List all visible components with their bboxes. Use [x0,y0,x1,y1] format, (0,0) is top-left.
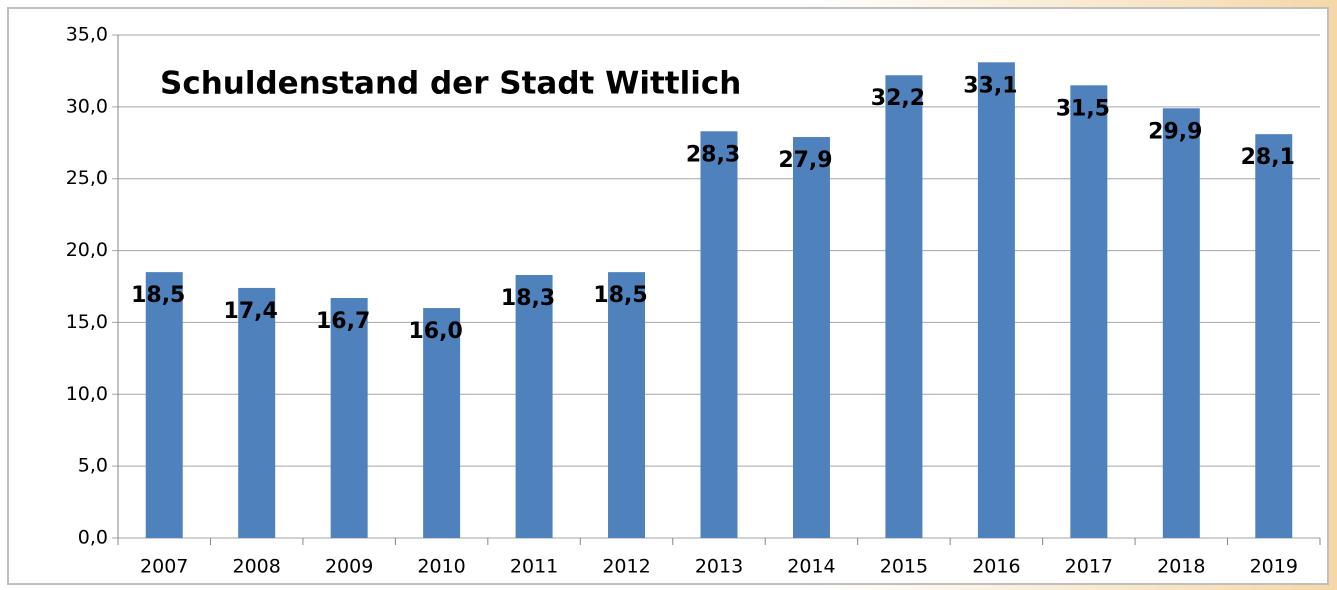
bar [700,131,738,538]
x-tick-label: 2017 [1065,556,1113,578]
x-tick-label: 2013 [695,556,743,578]
bar [792,137,830,538]
bar [145,272,183,538]
x-tick-label: 2014 [787,556,835,578]
x-tick-label: 2018 [1157,556,1205,578]
x-tick-label: 2019 [1250,556,1298,578]
data-label: 28,1 [1241,145,1295,170]
y-tick-label: 5,0 [78,455,108,477]
bar [1070,85,1108,539]
bar [1255,134,1293,539]
y-tick-label: 10,0 [66,383,108,405]
y-tick-label: 20,0 [66,239,108,261]
y-tick-label: 0,0 [78,527,108,549]
y-tick-label: 25,0 [66,167,108,189]
x-tick-label: 2010 [417,556,465,578]
data-label: 33,1 [963,73,1017,98]
data-label: 28,3 [686,142,740,167]
x-tick-label: 2012 [602,556,650,578]
x-tick-label: 2015 [880,556,928,578]
data-label: 18,5 [131,283,185,308]
bar [330,297,368,538]
bar [885,75,923,539]
bar [515,275,553,538]
data-label: 29,9 [1148,119,1202,144]
y-tick-label: 30,0 [66,95,108,117]
data-label: 17,4 [224,299,278,324]
data-label: 18,3 [501,286,555,311]
data-label: 32,2 [871,86,925,111]
data-label: 16,7 [316,309,370,334]
data-label: 18,5 [593,283,647,308]
bar [608,272,646,538]
bar [977,62,1015,538]
chart-title: Schuldenstand der Stadt Wittlich [160,66,741,102]
bar [1162,108,1200,539]
bar [238,287,276,538]
data-label: 31,5 [1056,96,1110,121]
bar [423,308,461,538]
x-tick-label: 2009 [325,556,373,578]
x-tick-label: 2007 [140,556,188,578]
x-tick-label: 2016 [972,556,1020,578]
x-tick-label: 2008 [233,556,281,578]
x-tick-label: 2011 [510,556,558,578]
data-label: 16,0 [408,319,462,344]
chart-frame [7,7,1329,585]
y-tick-label: 15,0 [66,311,108,333]
data-label: 27,9 [778,148,832,173]
y-tick-label: 35,0 [66,24,108,46]
